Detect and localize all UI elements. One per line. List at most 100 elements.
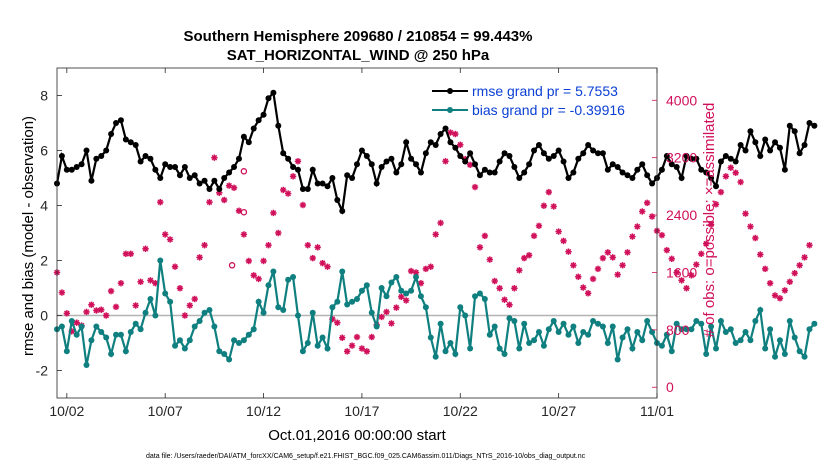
bias-point [708, 323, 715, 330]
obs-assimilated-marker [334, 319, 341, 326]
y-tick-label: 4 [40, 198, 48, 214]
bias-point [88, 337, 95, 344]
bias-point [609, 323, 616, 330]
rmse-point [413, 161, 420, 168]
rmse-point [442, 125, 449, 132]
rmse-point [472, 161, 479, 168]
bias-point [481, 296, 488, 302]
obs-assimilated-marker [275, 229, 282, 237]
obs-assimilated-marker [230, 184, 238, 192]
rmse-point [678, 175, 685, 181]
bias-point [634, 329, 641, 335]
bias-point [619, 334, 626, 341]
legend-swatch-marker [447, 88, 453, 94]
bias-point [442, 348, 449, 355]
bias-point [791, 334, 798, 341]
rmse-point [752, 139, 759, 146]
obs-assimilated-marker [289, 173, 297, 180]
rmse-point [427, 139, 434, 146]
rmse-point [663, 153, 670, 159]
obs-assimilated-marker [339, 334, 346, 341]
bias-point [565, 331, 572, 338]
obs-assimilated-marker [280, 186, 287, 194]
obs-assimilated-marker [516, 267, 523, 274]
rmse-point [231, 164, 238, 170]
rmse-point [791, 128, 798, 135]
obs-assimilated-marker [161, 231, 169, 238]
bias-point [501, 351, 508, 357]
obs-assimilated-marker [771, 292, 779, 299]
rmse-point [319, 180, 326, 187]
rmse-point [688, 155, 695, 162]
obs-assimilated-marker [643, 199, 651, 207]
bias-point [329, 304, 336, 311]
bias-point [93, 323, 100, 330]
bias-point [255, 298, 262, 305]
obs-assimilated-marker [535, 222, 543, 230]
obs-assimilated-marker [157, 198, 164, 206]
bias-point [737, 337, 744, 344]
obs-assimilated-marker [589, 275, 597, 283]
rmse-point [117, 117, 124, 124]
obs-assimilated-marker [255, 275, 262, 283]
rmse-point [393, 169, 400, 176]
obs-assimilated-marker [530, 232, 538, 240]
bias-point [811, 320, 818, 327]
obs-assimilated-marker [294, 158, 302, 165]
rmse-point [373, 180, 380, 187]
obs-assimilated-marker [304, 241, 312, 249]
bias-point [191, 323, 198, 330]
bias-point [585, 331, 592, 338]
x-tick-label: 10/12 [246, 403, 281, 419]
x-tick-label: 10/07 [148, 403, 183, 419]
rmse-point [722, 153, 729, 159]
bias-point [245, 331, 252, 338]
obs-possible-marker [228, 262, 236, 269]
rmse-point [132, 142, 139, 148]
rmse-point [486, 169, 493, 176]
bias-point [152, 312, 159, 319]
bias-point [683, 326, 690, 333]
rmse-point [93, 155, 100, 162]
x-tick-label: 10/22 [443, 403, 478, 419]
obs-assimilated-marker [353, 333, 361, 341]
bias-point [137, 326, 144, 333]
bias-point [147, 296, 154, 302]
bias-point [545, 326, 552, 333]
obs-assimilated-marker [63, 310, 71, 317]
obs-assimilated-marker [181, 312, 189, 319]
bias-point [113, 331, 120, 338]
obs-assimilated-marker [398, 293, 405, 301]
obs-assimilated-marker [766, 280, 774, 287]
rmse-point [403, 139, 410, 146]
rmse-point [555, 147, 562, 154]
bias-point [314, 342, 321, 349]
obs-assimilated-marker [584, 290, 592, 297]
bias-point [457, 304, 464, 311]
obs-assimilated-marker [791, 269, 798, 277]
bias-point [368, 309, 375, 316]
rmse-point [545, 155, 552, 162]
rmse-point [113, 120, 120, 126]
bias-point [496, 345, 503, 352]
rmse-point [565, 175, 572, 181]
rmse-point [176, 172, 183, 179]
obs-possible-marker [240, 168, 248, 175]
rmse-point [68, 166, 75, 173]
rmse-point [658, 166, 665, 173]
obs-assimilated-marker [98, 306, 105, 313]
obs-assimilated-marker [629, 233, 636, 240]
obs-assimilated-marker [452, 130, 459, 138]
bias-point [786, 318, 793, 324]
bias-point [211, 323, 218, 330]
bias-point [629, 345, 636, 352]
rmse-point [624, 172, 631, 179]
bias-point [422, 304, 429, 311]
rmse-point [781, 166, 788, 173]
bias-point [599, 323, 606, 330]
obs-assimilated-marker [221, 196, 228, 204]
obs-assimilated-marker [73, 319, 80, 326]
obs-assimilated-marker [732, 169, 739, 176]
obs-assimilated-marker [486, 256, 493, 263]
obs-assimilated-marker [511, 285, 518, 292]
